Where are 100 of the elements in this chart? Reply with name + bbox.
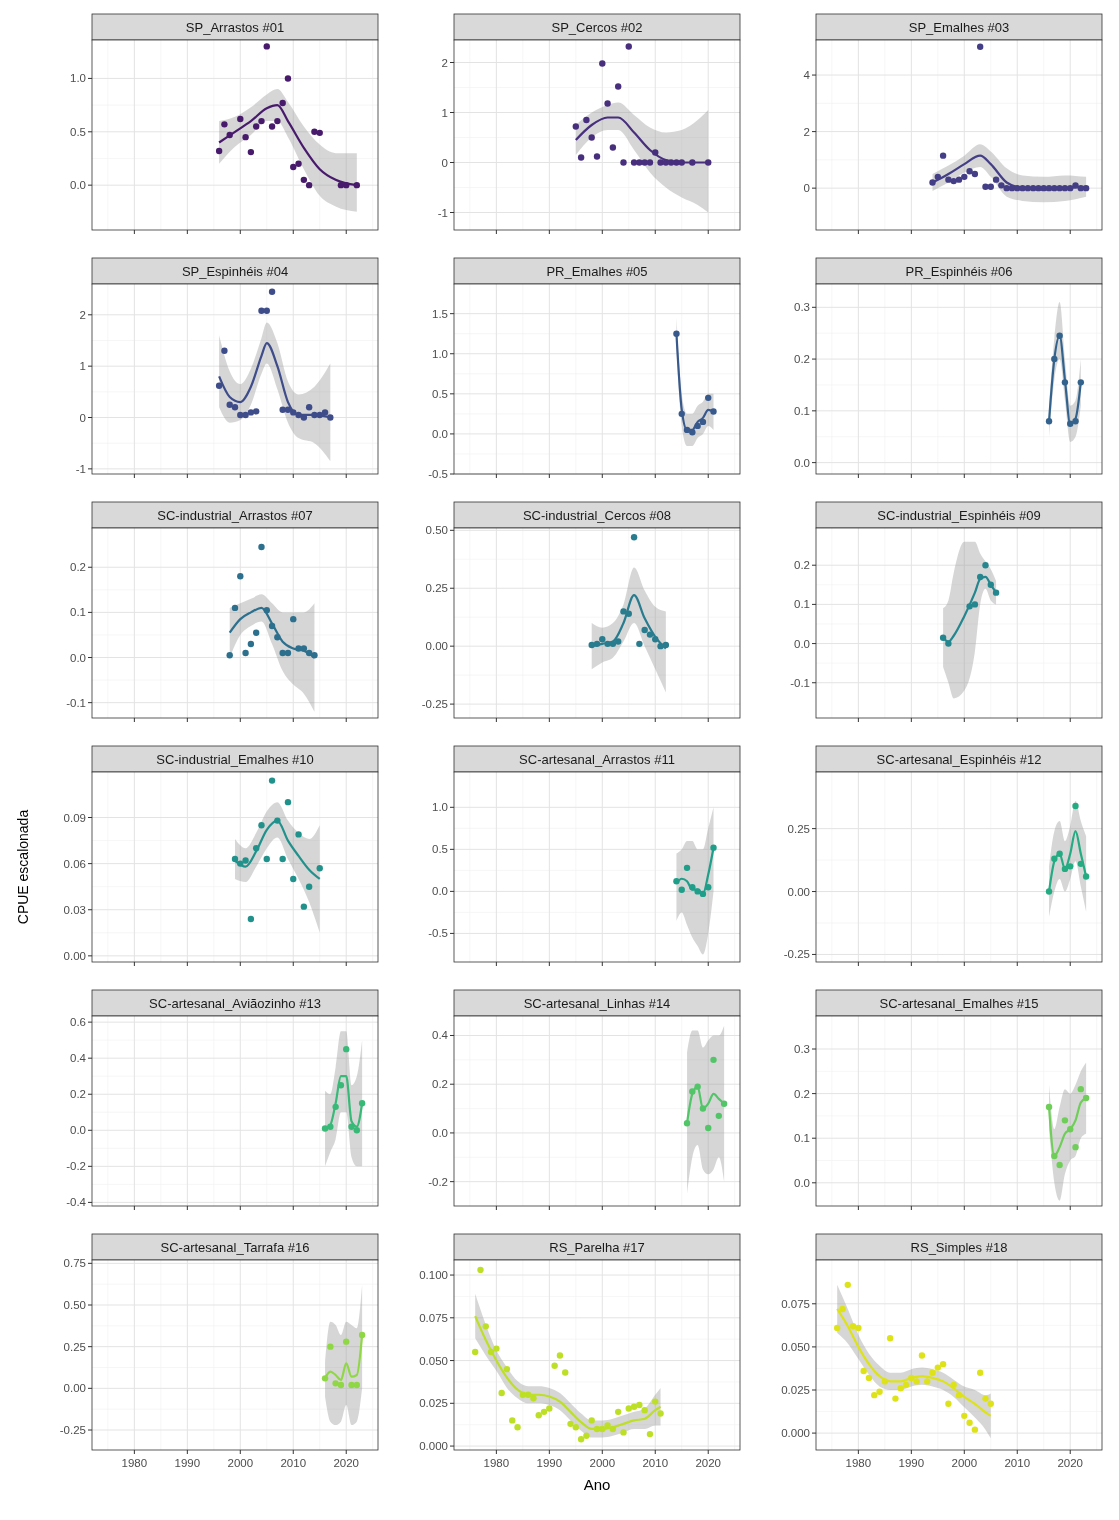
y-tick-label: 0.0 bbox=[794, 637, 810, 650]
point bbox=[971, 170, 979, 178]
point bbox=[855, 1324, 862, 1332]
point bbox=[562, 1369, 569, 1376]
x-tick-label: 2010 bbox=[1004, 1457, 1031, 1469]
y-tick-label: 4 bbox=[803, 69, 811, 82]
point bbox=[593, 153, 601, 160]
y-tick-label: 0.3 bbox=[794, 1043, 810, 1055]
y-tick-label: 0.25 bbox=[425, 582, 448, 595]
y-tick-label: 0 bbox=[803, 182, 810, 195]
point bbox=[284, 406, 292, 414]
point bbox=[311, 128, 318, 135]
point bbox=[252, 408, 260, 415]
x-tick-label: 2000 bbox=[589, 1457, 616, 1469]
point bbox=[625, 1405, 632, 1412]
point bbox=[902, 1381, 910, 1389]
point bbox=[221, 121, 228, 128]
point bbox=[939, 1360, 947, 1368]
x-tick-label: 2010 bbox=[642, 1457, 669, 1469]
point bbox=[998, 182, 1005, 189]
y-tick-label: 0.0 bbox=[70, 1124, 86, 1137]
point bbox=[620, 1429, 627, 1436]
point bbox=[705, 394, 712, 402]
point bbox=[1077, 1085, 1085, 1093]
chart-title: SC-artesanal_Linhas #14 bbox=[523, 995, 671, 1011]
point bbox=[332, 1380, 339, 1387]
chart-title: SP_Espinhéis #04 bbox=[181, 263, 289, 279]
point bbox=[625, 43, 632, 50]
y-tick-label: 0.0 bbox=[432, 427, 448, 440]
x-tick-label: 1990 bbox=[536, 1457, 563, 1469]
point bbox=[237, 115, 244, 123]
y-tick-label: 0.2 bbox=[70, 1088, 86, 1101]
point bbox=[934, 1364, 942, 1371]
point bbox=[715, 1112, 723, 1120]
chart-title: SC-artesanal_Tarrafa #16 bbox=[160, 1239, 310, 1255]
point bbox=[1061, 1117, 1069, 1124]
y-tick-label: 0.0 bbox=[432, 885, 448, 898]
point bbox=[343, 1045, 350, 1053]
y-tick-label: 0.25 bbox=[63, 1340, 86, 1353]
point bbox=[258, 821, 265, 829]
y-tick-label: -0.25 bbox=[59, 1424, 86, 1436]
chart-title: SC-artesanal_Aviãozinho #13 bbox=[149, 995, 321, 1011]
point bbox=[886, 1335, 894, 1342]
y-tick-label: 0.1 bbox=[794, 1132, 810, 1145]
point bbox=[976, 1369, 984, 1376]
point bbox=[897, 1385, 904, 1392]
point bbox=[252, 123, 260, 130]
point bbox=[876, 1388, 883, 1395]
point bbox=[268, 288, 276, 295]
y-tick-label: -0.2 bbox=[428, 1175, 448, 1188]
point bbox=[961, 1412, 968, 1420]
chart-title: SC-artesanal_Emalhes #15 bbox=[879, 995, 1039, 1011]
point bbox=[971, 601, 979, 608]
y-tick-label: 0.1 bbox=[70, 606, 86, 619]
y-tick-label: 0.2 bbox=[70, 561, 86, 574]
point bbox=[955, 176, 963, 183]
point bbox=[620, 608, 627, 615]
point bbox=[987, 183, 994, 190]
point bbox=[976, 43, 984, 50]
point bbox=[295, 160, 302, 168]
point bbox=[242, 649, 249, 657]
y-tick-label: 0 bbox=[441, 156, 448, 169]
point bbox=[924, 1378, 931, 1385]
point bbox=[871, 1391, 878, 1399]
point bbox=[961, 173, 968, 181]
point bbox=[226, 652, 233, 659]
y-tick-label: -0.1 bbox=[790, 676, 810, 689]
point bbox=[657, 159, 664, 166]
point bbox=[284, 75, 292, 82]
y-tick-label: 0.0 bbox=[432, 1126, 448, 1139]
point bbox=[258, 307, 265, 314]
point bbox=[918, 1352, 926, 1359]
point bbox=[290, 163, 297, 171]
y-tick-label: 0.00 bbox=[63, 1382, 86, 1395]
y-tick-label: 0.50 bbox=[63, 1299, 86, 1311]
y-tick-label: 0.2 bbox=[794, 559, 810, 572]
y-tick-label: 0.6 bbox=[70, 1016, 86, 1029]
x-tick-label: 1980 bbox=[845, 1457, 872, 1469]
point bbox=[300, 903, 308, 910]
chart-title: SP_Arrastos #01 bbox=[185, 19, 285, 35]
x-tick-label: 1980 bbox=[121, 1457, 148, 1469]
point bbox=[284, 798, 292, 806]
y-tick-label: 0.000 bbox=[781, 1427, 810, 1440]
y-tick-label: 0.2 bbox=[432, 1078, 448, 1091]
point bbox=[646, 631, 654, 638]
point bbox=[226, 401, 233, 408]
point bbox=[705, 1124, 712, 1132]
y-tick-label: 0.5 bbox=[70, 125, 86, 138]
point bbox=[284, 649, 292, 657]
point bbox=[572, 1424, 580, 1431]
y-tick-label: 0.75 bbox=[63, 1257, 86, 1270]
point bbox=[710, 1056, 717, 1064]
point bbox=[1067, 863, 1074, 870]
y-tick-label: 0.1 bbox=[794, 598, 810, 611]
point bbox=[279, 855, 286, 863]
x-tick-label: 2000 bbox=[227, 1457, 254, 1469]
point bbox=[641, 626, 648, 634]
point bbox=[268, 777, 276, 784]
y-tick-label: 0.075 bbox=[419, 1311, 448, 1324]
point bbox=[892, 1395, 899, 1402]
